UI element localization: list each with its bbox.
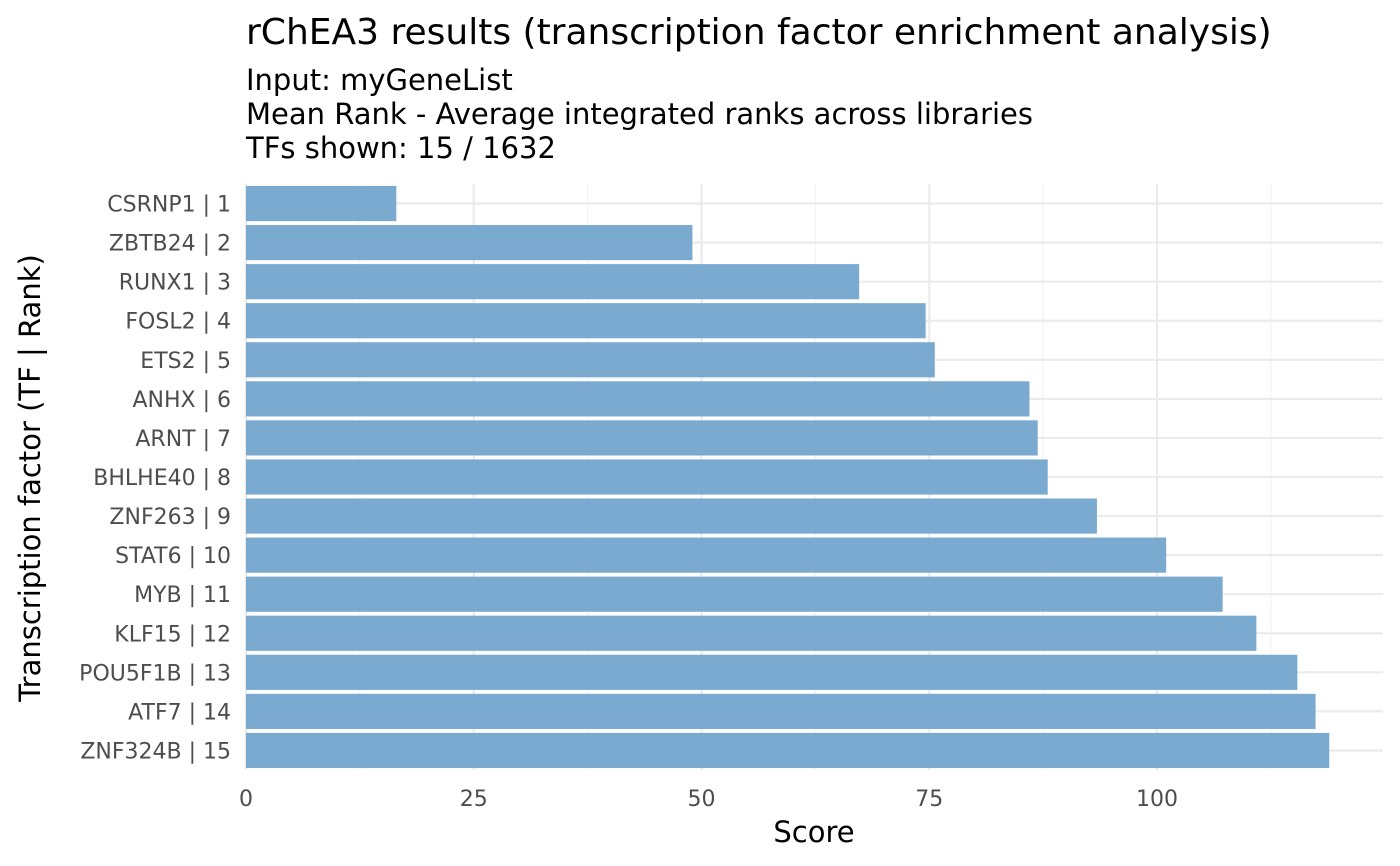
bar: [246, 420, 1038, 456]
y-tick-label: ETS2 | 5: [140, 349, 231, 374]
y-tick-label: CSRNP1 | 1: [107, 193, 231, 218]
bar: [246, 615, 1257, 651]
y-tick-label: ANHX | 6: [132, 388, 231, 413]
x-tick-label: 100: [1136, 787, 1178, 812]
bar: [246, 185, 397, 222]
y-tick-label: POU5F1B | 13: [79, 661, 231, 686]
y-tick-label: ZNF263 | 9: [109, 505, 231, 530]
x-axis-title: Score: [773, 815, 854, 849]
bar: [246, 654, 1298, 690]
bar: [246, 381, 1030, 417]
bars: [246, 185, 1330, 769]
x-tick-label: 50: [688, 787, 716, 812]
y-tick-label: KLF15 | 12: [114, 622, 231, 647]
x-tick-labels: 0 25 50 75 100: [239, 787, 1178, 812]
bar: [246, 732, 1330, 769]
y-tick-labels: CSRNP1 | 1 ZBTB24 | 2 RUNX1 | 3 FOSL2 | 4 ET…: [79, 193, 231, 765]
y-tick-label: ZBTB24 | 2: [109, 232, 231, 257]
bar: [246, 225, 693, 261]
bar: [246, 498, 1097, 534]
bar: [246, 693, 1316, 729]
y-axis-title: Transcription factor (TF | Rank): [13, 254, 47, 703]
y-tick-label: ZNF324B | 15: [80, 739, 231, 764]
y-tick-label: MYB | 11: [134, 583, 231, 608]
x-tick-label: 25: [460, 787, 488, 812]
subtitle-line: Mean Rank - Average integrated ranks acr…: [246, 97, 1033, 131]
bar: [246, 537, 1167, 573]
y-tick-label: RUNX1 | 3: [119, 271, 231, 296]
y-tick-label: BHLHE40 | 8: [93, 466, 231, 491]
x-tick-label: 0: [239, 787, 253, 812]
y-tick-label: STAT6 | 10: [115, 544, 231, 569]
bar: [246, 264, 860, 300]
y-tick-label: FOSL2 | 4: [125, 310, 231, 335]
bar: [246, 303, 926, 339]
subtitle-line: Input: myGeneList: [246, 63, 513, 97]
bar: [246, 459, 1048, 495]
bar: [246, 342, 935, 378]
chart-title: rChEA3 results (transcription factor enr…: [246, 12, 1272, 53]
y-tick-label: ARNT | 7: [135, 427, 231, 452]
x-tick-label: 75: [915, 787, 943, 812]
y-tick-label: ATF7 | 14: [128, 700, 231, 725]
bar: [246, 576, 1223, 612]
subtitle-line: TFs shown: 15 / 1632: [245, 131, 556, 165]
